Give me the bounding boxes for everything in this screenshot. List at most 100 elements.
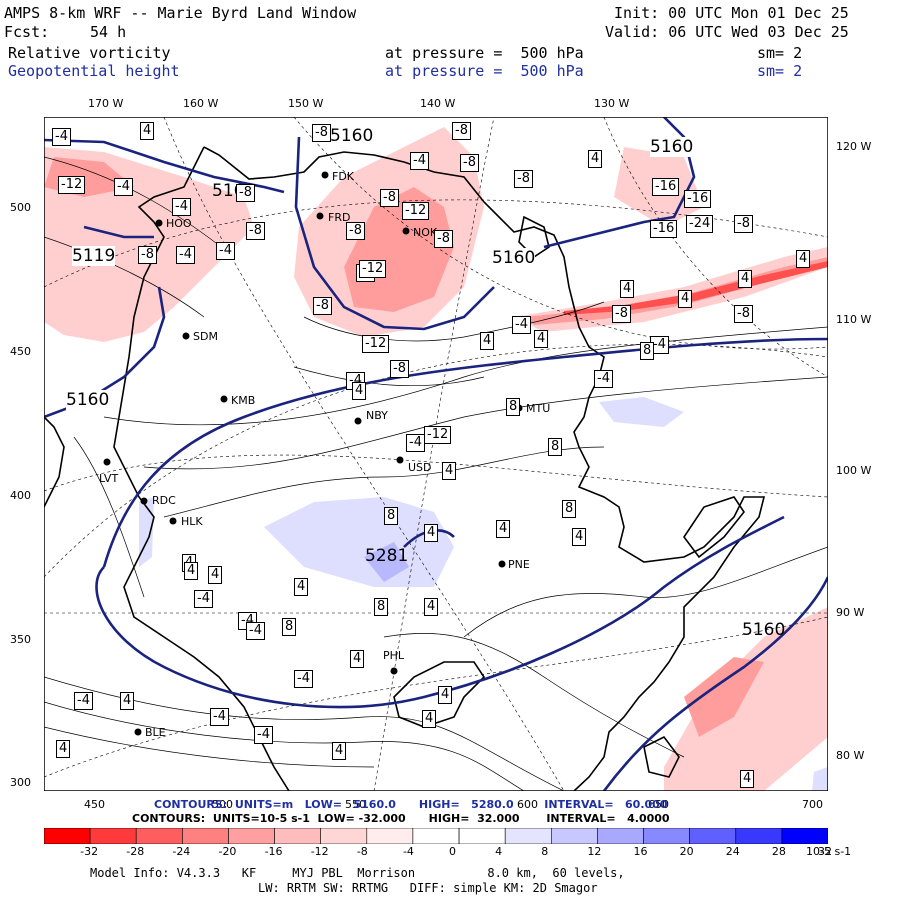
vorticity-contour-label: -8 bbox=[514, 170, 533, 188]
colorbar-swatch bbox=[458, 828, 506, 844]
vorticity-contour-label: -4 bbox=[294, 670, 313, 688]
station-label: MTU bbox=[526, 402, 551, 415]
vorticity-contour-label: 4 bbox=[588, 150, 603, 168]
colorbar-swatch bbox=[228, 828, 275, 844]
top-lon-label: 160 W bbox=[183, 97, 219, 110]
vorticity-contour-label: 4 bbox=[120, 692, 135, 710]
colorbar-swatch bbox=[44, 828, 91, 844]
vorticity-contour-label: 4 bbox=[480, 332, 495, 350]
station-label: BLE bbox=[145, 726, 166, 739]
vorticity-contour-label: -8 bbox=[312, 124, 331, 142]
colorbar-tick-label: -24 bbox=[172, 845, 191, 858]
vorticity-contour-label: 4 bbox=[438, 686, 453, 704]
colorbar bbox=[44, 828, 828, 844]
height-contour-label: 5160 bbox=[330, 126, 374, 146]
colorbar-tick-label: 16 bbox=[633, 845, 648, 858]
station-label: PHL bbox=[383, 649, 405, 662]
vorticity-contour-label: -12 bbox=[362, 335, 390, 353]
field1-smoothing: sm= 2 bbox=[757, 44, 803, 62]
vorticity-contour-label: -4 bbox=[52, 128, 71, 146]
field1-name: Relative vorticity bbox=[8, 44, 171, 62]
vorticity-contour-label: -4 bbox=[594, 370, 613, 388]
top-lon-label: 140 W bbox=[420, 97, 456, 110]
vorticity-contour-label: 8 bbox=[374, 598, 389, 616]
physics-info: LW: RRTM SW: RRTMG DIFF: simple KM: 2D S… bbox=[258, 881, 598, 895]
vorticity-contour-label: -4 bbox=[216, 242, 235, 260]
colorbar-tick-label: -32 bbox=[80, 845, 99, 858]
model-info: Model Info: V4.3.3 KF MYJ PBL Morrison 8… bbox=[90, 866, 625, 880]
vorticity-contour-label: 4 bbox=[572, 528, 587, 546]
colorbar-swatch bbox=[504, 828, 552, 844]
top-lon-label: 170 W bbox=[88, 97, 124, 110]
colorbar-tick-label: -12 bbox=[310, 845, 329, 858]
fcst-value: 54 h bbox=[90, 23, 127, 41]
field2-level: at pressure = 500 hPa bbox=[385, 62, 584, 80]
right-lon-label: 90 W bbox=[836, 606, 865, 619]
init-time: Init: 00 UTC Mon 01 Dec 25 bbox=[614, 4, 849, 22]
vorticity-contour-label: -4 bbox=[254, 726, 273, 744]
vorticity-contour-label: -4 bbox=[246, 622, 265, 640]
colorbar-tick-label: -16 bbox=[264, 845, 283, 858]
vorticity-contour-label: -8 bbox=[246, 222, 265, 240]
vorticity-contour-label: -16 bbox=[650, 220, 678, 238]
colorbar-tick-label: 12 bbox=[587, 845, 602, 858]
vorticity-contour-label: -4 bbox=[114, 178, 133, 196]
colorbar-swatch bbox=[689, 828, 736, 844]
vorticity-contour-label: 4 bbox=[332, 742, 347, 760]
station-label: HLK bbox=[181, 515, 203, 528]
vorticity-contour-label: -16 bbox=[684, 190, 712, 208]
bottom-grid-label: 600 bbox=[517, 798, 538, 811]
vorticity-contour-label: 4 bbox=[208, 566, 223, 584]
right-lon-label: 80 W bbox=[836, 749, 865, 762]
colorbar-swatch bbox=[89, 828, 137, 844]
vorticity-contour-label: -16 bbox=[652, 178, 680, 196]
colorbar-tick-label: 20 bbox=[679, 845, 694, 858]
height-contour-info: CONTOURS: UNITS=m LOW= 5160.0 HIGH= 5280… bbox=[154, 798, 668, 811]
vorticity-contour-label: 4 bbox=[678, 290, 693, 308]
vorticity-contour-info: CONTOURS: UNITS=10-5 s-1 LOW= -32.000 HI… bbox=[132, 812, 670, 825]
vorticity-contour-label: 8 bbox=[548, 438, 563, 456]
fcst-label: Fcst: bbox=[4, 23, 50, 41]
field1-level: at pressure = 500 hPa bbox=[385, 44, 584, 62]
vorticity-contour-label: -8 bbox=[313, 297, 332, 315]
colorbar-tick-label: 28 bbox=[771, 845, 786, 858]
colorbar-tick-label: 4 bbox=[495, 845, 503, 858]
vorticity-contour-label: 4 bbox=[740, 770, 755, 788]
vorticity-contour-label: -8 bbox=[734, 215, 753, 233]
bottom-grid-label: 450 bbox=[84, 798, 105, 811]
right-lon-label: 100 W bbox=[836, 464, 872, 477]
station-label: FDK bbox=[332, 170, 355, 183]
map-title: AMPS 8-km WRF -- Marie Byrd Land Window bbox=[4, 4, 357, 22]
colorbar-swatch bbox=[135, 828, 183, 844]
height-contour-label: 5119 bbox=[72, 246, 116, 266]
vorticity-contour-label: 4 bbox=[796, 250, 811, 268]
vorticity-contour-label: -4 bbox=[210, 708, 229, 726]
vorticity-contour-label: 4 bbox=[350, 650, 365, 668]
left-grid-label: 300 bbox=[10, 776, 31, 789]
colorbar-tick-label: -8 bbox=[356, 845, 368, 858]
left-grid-label: 400 bbox=[10, 489, 31, 502]
vorticity-contour-label: -8 bbox=[390, 360, 409, 378]
colorbar-swatch bbox=[182, 828, 229, 844]
colorbar-tick-label: -20 bbox=[218, 845, 237, 858]
vorticity-contour-label: -12 bbox=[402, 202, 430, 220]
vorticity-contour-label: 4 bbox=[352, 382, 367, 400]
vorticity-contour-label: 4 bbox=[424, 598, 439, 616]
station-label: USD bbox=[408, 461, 432, 474]
left-grid-label: 350 bbox=[10, 633, 31, 646]
right-lon-label: 110 W bbox=[836, 313, 872, 326]
vorticity-contour-label: -8 bbox=[460, 154, 479, 172]
height-contours bbox=[44, 117, 828, 791]
colorbar-swatch bbox=[366, 828, 414, 844]
vorticity-contour-label: -4 bbox=[194, 590, 213, 608]
vorticity-contour-label: 8 bbox=[562, 500, 577, 518]
vorticity-contour-label: 8 bbox=[282, 618, 297, 636]
colorbar-swatch bbox=[781, 828, 828, 844]
height-contour-label: 5160 bbox=[742, 620, 786, 640]
station-label: LVT bbox=[99, 472, 119, 485]
vorticity-contour-label: 4 bbox=[442, 462, 457, 480]
colorbar-tick-label: 0 bbox=[449, 845, 457, 858]
bottom-grid-label: 500 bbox=[212, 798, 233, 811]
colorbar-unit: 10-5 s-1 bbox=[806, 845, 852, 858]
vorticity-contour-label: -4 bbox=[410, 152, 429, 170]
